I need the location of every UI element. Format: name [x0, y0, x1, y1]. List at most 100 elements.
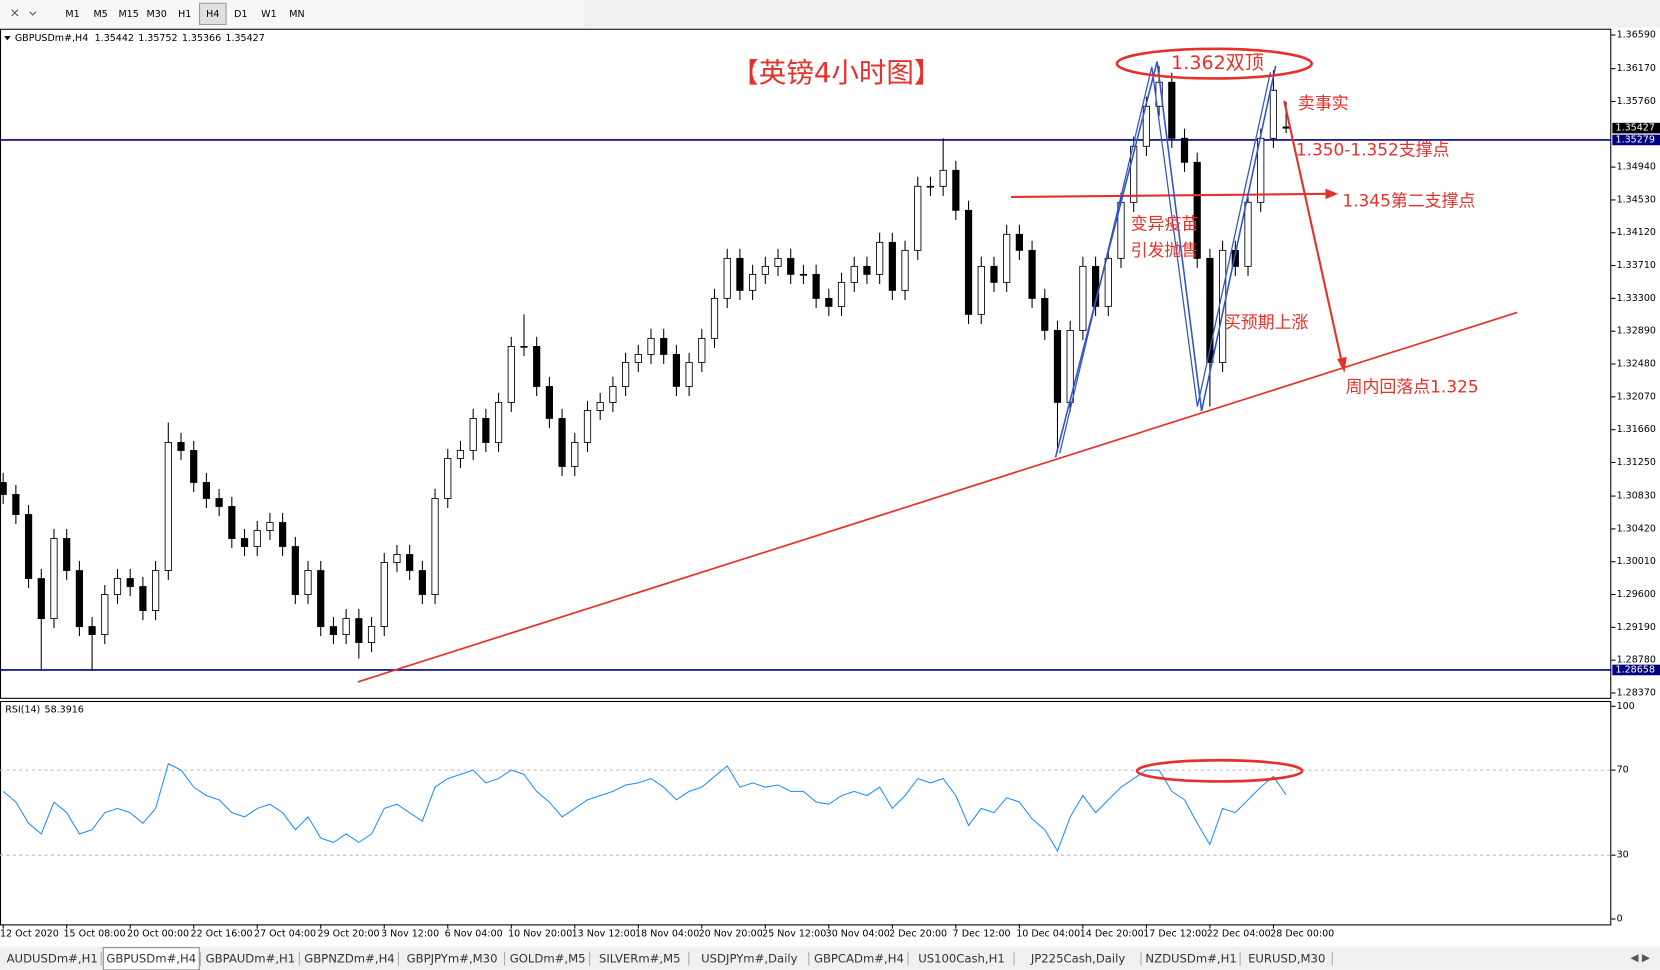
- timeframe-button[interactable]: [199, 2, 227, 26]
- candle-body: [774, 257, 782, 267]
- y-tick-label: 1.34940: [1617, 162, 1656, 173]
- y-tick-label: 1.30010: [1617, 556, 1656, 567]
- candle-body: [977, 265, 985, 315]
- tab[interactable]: [4, 949, 101, 969]
- timeframe-label: MN: [289, 9, 304, 20]
- candle-body: [253, 530, 261, 547]
- tab[interactable]: [1016, 949, 1140, 969]
- rsi-line: [2, 762, 1287, 853]
- x-tick-label: 18 Nov 04:00: [635, 928, 699, 939]
- tab[interactable]: [1143, 949, 1240, 969]
- candle-body: [952, 169, 960, 211]
- header-low: 1.35366: [182, 33, 221, 44]
- tab-label: GOLDm#,M5: [510, 951, 586, 965]
- collapse-icon[interactable]: [4, 36, 11, 41]
- tab-label: GBPCADm#,H4: [814, 951, 904, 965]
- timeframe-label: W1: [261, 9, 276, 20]
- timeframe-buttons: M1 M5 M15 M30 H1 H4 D1 W1 MN: [65, 2, 305, 26]
- candle-body: [901, 249, 909, 291]
- tab[interactable]: [910, 949, 1013, 969]
- header-close: 1.35427: [225, 33, 264, 44]
- candle-body: [240, 538, 249, 547]
- tab[interactable]: [591, 949, 688, 969]
- tab[interactable]: [1242, 949, 1332, 969]
- x-tick-label: 29 Oct 20:00: [318, 928, 380, 939]
- candle-body: [494, 402, 503, 443]
- candle-body: [583, 410, 592, 443]
- y-tick-label: 1.36590: [1617, 30, 1656, 41]
- tab[interactable]: [202, 949, 299, 969]
- scroll-arrows[interactable]: ◀ ▶: [1630, 952, 1650, 964]
- tab[interactable]: [301, 949, 398, 969]
- tab[interactable]: [690, 949, 808, 969]
- x-tick-label: 25 Nov 12:00: [762, 928, 826, 939]
- candle-body: [380, 562, 388, 627]
- candle-body: [444, 458, 452, 499]
- y-tick-label: 1.35760: [1617, 96, 1656, 107]
- candle-body: [202, 482, 211, 499]
- candle-body: [799, 273, 808, 276]
- candle-body: [736, 257, 744, 291]
- timeframe-label: M30: [147, 9, 167, 20]
- candle-body: [431, 498, 439, 595]
- candle-body: [355, 618, 363, 644]
- candle-body: [837, 281, 846, 307]
- x-tick-label: 20 Nov 20:00: [699, 928, 763, 939]
- candle-body: [596, 402, 604, 411]
- candle-body: [660, 337, 668, 355]
- tab[interactable]: [506, 949, 589, 969]
- y-tick-label: 0: [1617, 914, 1623, 925]
- candle-body: [558, 418, 566, 467]
- candle-body: [863, 265, 871, 275]
- rsi-panel: [0, 700, 1612, 926]
- candle-body: [850, 265, 858, 283]
- candle-body: [964, 209, 973, 315]
- annotation: 引发抛售: [1131, 240, 1199, 260]
- y-tick-label: 1.30420: [1617, 523, 1656, 534]
- candle-body: [37, 578, 45, 619]
- tab-label: GBPNZDm#,H4: [304, 951, 395, 965]
- candle-body: [152, 570, 160, 611]
- annotation: 变异疫苗: [1131, 214, 1199, 234]
- candle-body: [545, 386, 553, 419]
- y-tick-label: 70: [1617, 765, 1629, 776]
- candle-body: [75, 570, 83, 627]
- chart-title: 【英镑4小时图】: [731, 57, 941, 89]
- y-tick-label: 1.33300: [1617, 293, 1656, 304]
- candle-body: [482, 418, 490, 443]
- rsi-chart: 0 30 70 100: [0, 701, 1635, 925]
- tab-label: SILVERm#,M5: [599, 951, 681, 965]
- x-tick-label: 13 Nov 12:00: [572, 928, 636, 939]
- candle-body: [63, 538, 71, 571]
- candle-body: [672, 353, 681, 387]
- y-tick-label: 1.36170: [1617, 63, 1656, 74]
- candle-body: [164, 442, 172, 571]
- tool-icon[interactable]: [11, 9, 37, 17]
- y-tick-label: 1.32890: [1617, 326, 1656, 337]
- y-tick-label: 1.29190: [1617, 622, 1656, 633]
- tab-label: GBPJPYm#,M30: [407, 951, 498, 965]
- candle-body: [418, 570, 426, 595]
- candle-body: [926, 185, 935, 188]
- header-high: 1.35752: [138, 33, 177, 44]
- candle-body: [329, 626, 338, 635]
- tab-label: GBPAUDm#,H1: [206, 951, 296, 965]
- chart-header: GBPUSDm#,H4 1.35442 1.35752 1.35366 1.35427: [15, 33, 265, 44]
- candle-body: [50, 538, 58, 619]
- candle-body: [393, 554, 401, 563]
- candle-body: [876, 241, 884, 275]
- y-tick-label: 100: [1617, 701, 1635, 712]
- tab[interactable]: [810, 949, 907, 969]
- timeframe-label: M1: [65, 9, 79, 20]
- x-tick-label: 15 Oct 08:00: [64, 928, 126, 939]
- tabs: AUDUSDm#,H1 GBPUSDm#,H4 GBPAUDm#,H1 GBPNZDm…: [4, 947, 1651, 970]
- candle-body: [749, 273, 757, 291]
- annotation: 周内回落点1.325: [1346, 377, 1479, 397]
- candle-body: [215, 498, 223, 507]
- candle-body: [939, 169, 947, 187]
- candle-body: [825, 297, 833, 307]
- candle-body: [266, 522, 274, 531]
- tab[interactable]: [400, 949, 504, 969]
- candle-body: [1168, 81, 1176, 139]
- candle-body: [113, 578, 122, 595]
